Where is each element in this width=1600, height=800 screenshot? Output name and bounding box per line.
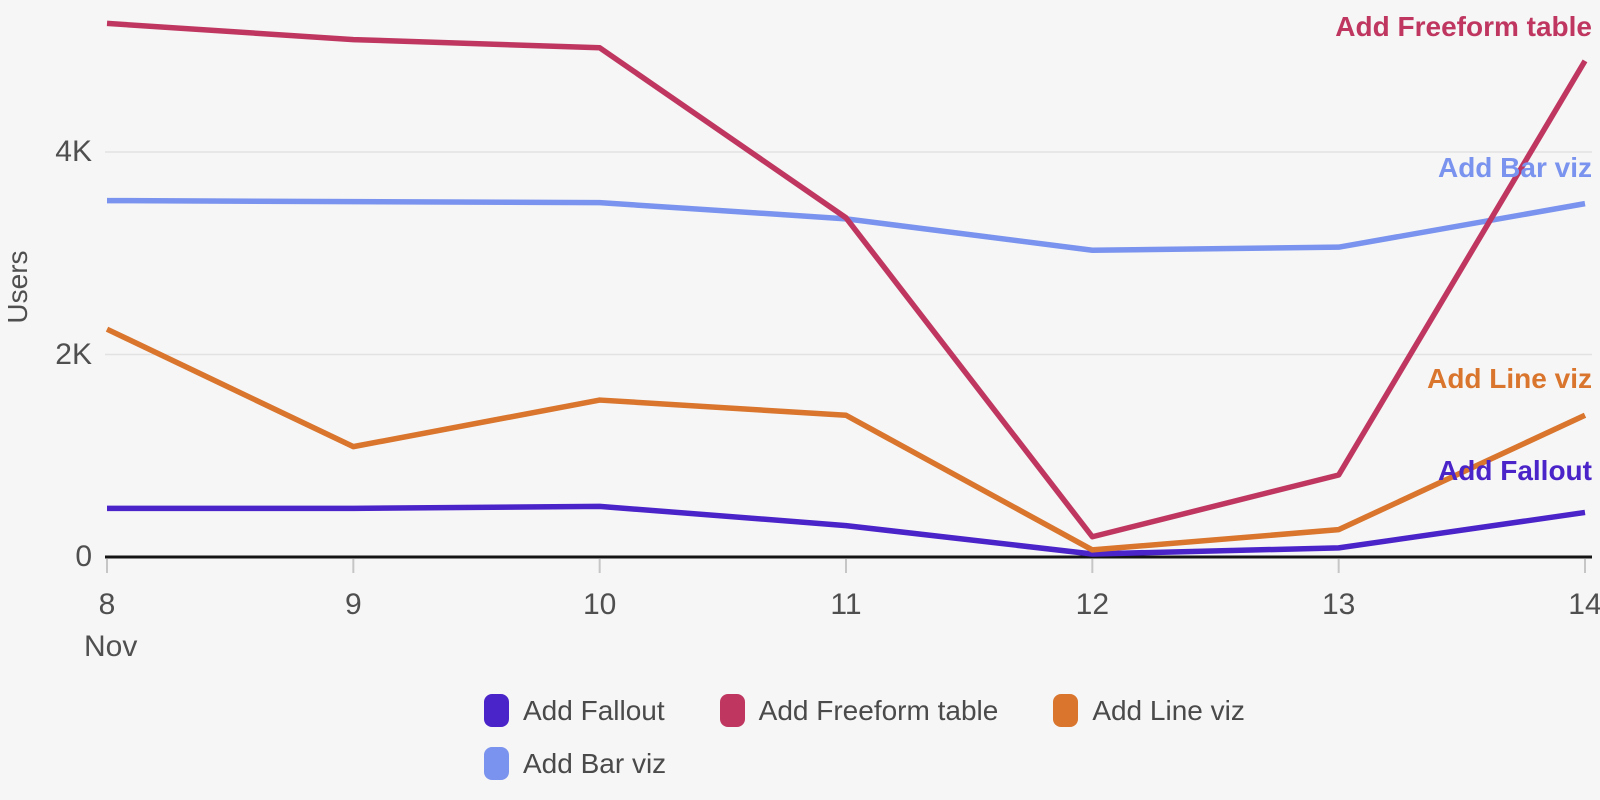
legend-item-add-bar-viz[interactable]: Add Bar viz: [484, 747, 666, 780]
y-tick-label-4k: 4K: [55, 135, 92, 168]
series-end-label-add-freeform-table: Add Freeform table: [1335, 11, 1592, 42]
legend-label-add-bar-viz: Add Bar viz: [523, 747, 667, 779]
y-tick-label-2k: 2K: [55, 337, 92, 371]
legend-item-add-freeform-table[interactable]: Add Freeform table: [719, 694, 999, 727]
series-line-add-line-viz[interactable]: [105, 326, 1587, 553]
x-tick-label-13: 13: [1321, 588, 1356, 621]
series-end-label-add-bar-viz: Add Bar viz: [1437, 152, 1592, 183]
legend-swatch-add-line-viz: [1053, 694, 1079, 727]
x-tick-label-10: 10: [582, 588, 617, 621]
x-tick-label-8: 8: [98, 588, 116, 621]
series-end-label-add-line-viz: Add Line viz: [1427, 363, 1592, 394]
x-tick-label-14: 14: [1568, 588, 1600, 621]
x-tick-label-9: 9: [344, 588, 362, 621]
legend-swatch-add-bar-viz: [484, 747, 509, 780]
y-tick-label-0: 0: [75, 540, 92, 573]
x-tick-label-12: 12: [1075, 588, 1110, 621]
legend-item-add-fallout[interactable]: Add Fallout: [484, 694, 665, 727]
legend-item-add-line-viz[interactable]: Add Line viz: [1053, 694, 1245, 727]
legend-label-add-line-viz: Add Line viz: [1092, 694, 1245, 726]
x-axis-month-label: Nov: [84, 630, 138, 663]
legend: Add Fallout Add Freeform table Add Line vi…: [484, 694, 1284, 780]
series-line-add-fallout[interactable]: [107, 503, 1586, 557]
legend-label-add-fallout: Add Fallout: [523, 694, 665, 726]
x-tick-label-11: 11: [830, 588, 862, 621]
y-axis-title: Users: [2, 250, 33, 324]
legend-swatch-add-fallout: [484, 694, 509, 727]
series-line-add-bar-viz[interactable]: [106, 197, 1586, 253]
legend-swatch-add-freeform-table: [719, 694, 745, 727]
legend-label-add-freeform-table: Add Freeform table: [758, 694, 999, 726]
series-line-add-freeform-table[interactable]: [106, 20, 1588, 540]
series-end-label-add-fallout: Add Fallout: [1438, 455, 1592, 486]
